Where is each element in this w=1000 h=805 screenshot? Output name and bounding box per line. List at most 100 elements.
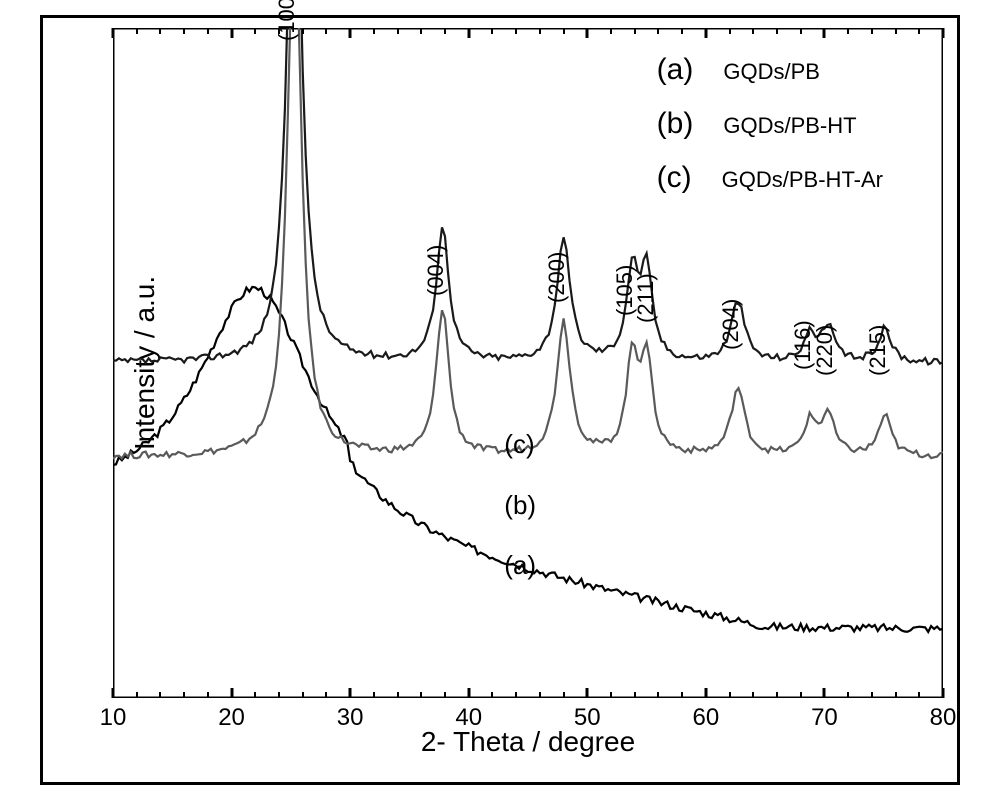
x-minor-tick: [752, 692, 754, 698]
x-minor-tick: [610, 28, 612, 34]
x-minor-tick: [634, 692, 636, 698]
x-tick-label: 80: [930, 704, 957, 732]
curve-letter-c: (c): [504, 429, 534, 460]
x-minor-tick: [918, 692, 920, 698]
legend-row: (c) GQDs/PB-HT-Ar: [657, 161, 883, 195]
x-minor-tick: [681, 28, 683, 34]
x-minor-tick: [871, 692, 873, 698]
x-tick: [230, 688, 233, 698]
x-minor-tick: [729, 28, 731, 34]
peak-label: (100): [274, 0, 300, 41]
x-tick-label: 50: [574, 704, 601, 732]
peak-label: (200): [544, 251, 570, 302]
x-minor-tick: [278, 692, 280, 698]
x-minor-tick: [183, 28, 185, 34]
x-minor-tick: [515, 28, 517, 34]
x-minor-tick: [491, 692, 493, 698]
x-minor-tick: [610, 692, 612, 698]
x-minor-tick: [254, 28, 256, 34]
x-minor-tick: [563, 692, 565, 698]
x-minor-tick: [159, 692, 161, 698]
x-tick: [704, 28, 707, 38]
peak-label: (211): [633, 273, 659, 323]
x-tick: [467, 688, 470, 698]
x-tick-label: 10: [100, 704, 127, 732]
x-minor-tick: [325, 28, 327, 34]
x-minor-tick: [420, 28, 422, 34]
x-tick-label: 20: [218, 704, 245, 732]
x-tick: [112, 28, 115, 38]
peak-label: (004): [423, 245, 449, 296]
x-tick: [942, 688, 945, 698]
x-minor-tick: [539, 692, 541, 698]
x-minor-tick: [207, 692, 209, 698]
x-minor-tick: [397, 28, 399, 34]
x-minor-tick: [918, 28, 920, 34]
x-minor-tick: [657, 692, 659, 698]
x-minor-tick: [159, 28, 161, 34]
x-tick: [704, 688, 707, 698]
x-minor-tick: [895, 28, 897, 34]
x-tick-label: 60: [692, 704, 719, 732]
x-tick: [586, 688, 589, 698]
x-minor-tick: [444, 692, 446, 698]
peak-label: (204): [718, 298, 744, 349]
x-minor-tick: [895, 692, 897, 698]
x-minor-tick: [136, 692, 138, 698]
legend-row: (b) GQDs/PB-HT: [657, 107, 883, 141]
x-minor-tick: [563, 28, 565, 34]
peak-label: (220): [812, 325, 838, 376]
x-minor-tick: [183, 692, 185, 698]
x-minor-tick: [136, 28, 138, 34]
x-minor-tick: [420, 692, 422, 698]
x-tick-label: 30: [337, 704, 364, 732]
x-minor-tick: [207, 28, 209, 34]
x-tick: [942, 28, 945, 38]
x-tick-label: 70: [811, 704, 838, 732]
legend-row: (a) GQDs/PB: [657, 53, 883, 87]
x-minor-tick: [634, 28, 636, 34]
legend: (a) GQDs/PB (b) GQDs/PB-HT (c) GQDs/PB-HT-Ar: [657, 53, 883, 215]
x-tick: [349, 688, 352, 698]
x-minor-tick: [515, 692, 517, 698]
x-minor-tick: [539, 28, 541, 34]
x-axis-label: 2- Theta / degree: [421, 726, 635, 758]
x-minor-tick: [776, 692, 778, 698]
legend-text: GQDs/PB-HT: [723, 113, 856, 139]
legend-text: GQDs/PB: [723, 59, 820, 85]
x-tick: [823, 688, 826, 698]
x-minor-tick: [373, 692, 375, 698]
x-minor-tick: [752, 28, 754, 34]
x-minor-tick: [325, 692, 327, 698]
x-minor-tick: [302, 692, 304, 698]
x-minor-tick: [444, 28, 446, 34]
plot-area: Intensity / a.u. 2- Theta / degree (a)GQ…: [113, 28, 943, 698]
x-tick: [467, 28, 470, 38]
x-tick: [823, 28, 826, 38]
x-minor-tick: [302, 28, 304, 34]
legend-letter: (b): [657, 107, 694, 141]
peak-label: (215): [865, 325, 891, 376]
x-minor-tick: [847, 692, 849, 698]
x-minor-tick: [871, 28, 873, 34]
x-minor-tick: [491, 28, 493, 34]
x-minor-tick: [776, 28, 778, 34]
x-minor-tick: [800, 28, 802, 34]
curve-letter-a: (a): [504, 550, 536, 581]
x-minor-tick: [800, 692, 802, 698]
x-tick: [112, 688, 115, 698]
x-minor-tick: [254, 692, 256, 698]
x-minor-tick: [847, 28, 849, 34]
chart-frame: Intensity / a.u. 2- Theta / degree (a)GQ…: [40, 15, 960, 785]
x-minor-tick: [397, 692, 399, 698]
legend-letter: (a): [657, 53, 694, 87]
legend-text: GQDs/PB-HT-Ar: [722, 167, 883, 193]
x-tick: [586, 28, 589, 38]
x-minor-tick: [681, 692, 683, 698]
curve-letter-b: (b): [504, 490, 536, 521]
x-tick: [230, 28, 233, 38]
x-minor-tick: [657, 28, 659, 34]
legend-letter: (c): [657, 161, 692, 195]
x-tick-label: 40: [455, 704, 482, 732]
x-minor-tick: [729, 692, 731, 698]
